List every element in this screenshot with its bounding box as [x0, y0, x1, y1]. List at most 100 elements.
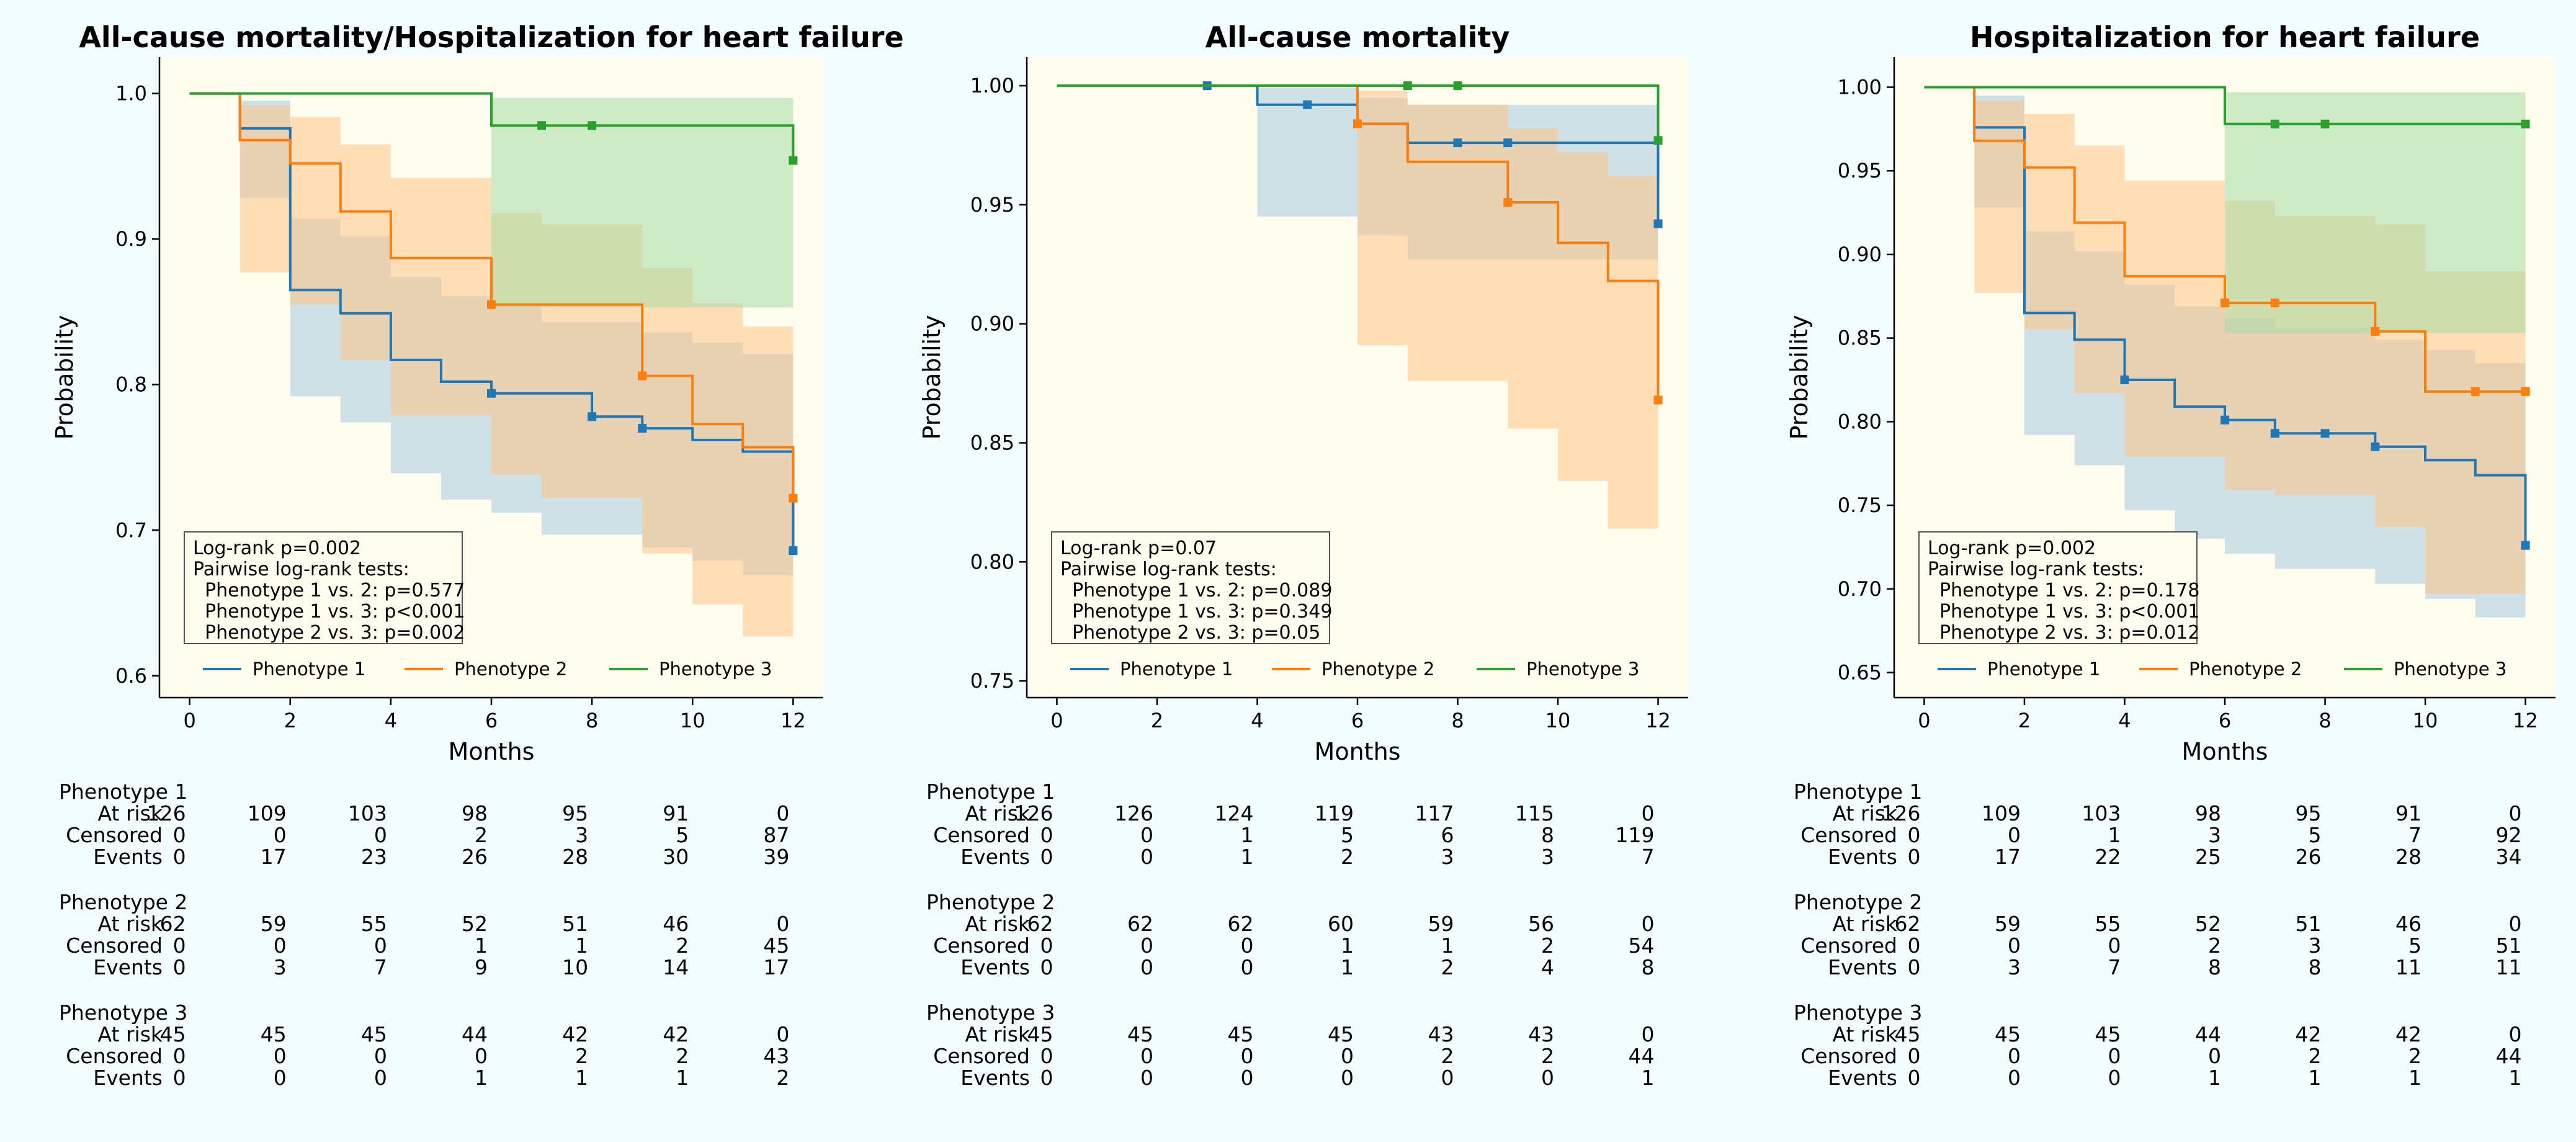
risk-table-cell: 0	[1040, 823, 1053, 847]
risk-table-cell: 0	[1642, 1022, 1655, 1046]
risk-table-cell: 42	[2395, 1022, 2422, 1046]
risk-table-cell: 0	[1040, 845, 1053, 869]
survival-line-3	[189, 92, 795, 161]
risk-table-cell: 42	[663, 1022, 689, 1046]
risk-table-cell: 54	[1629, 933, 1655, 958]
risk-table-cell: 2	[676, 1044, 689, 1068]
x-tick-label: 12	[2513, 709, 2538, 732]
stats-line: Phenotype 2 vs. 3: p=0.002	[193, 622, 465, 644]
x-axis-label: Months	[449, 738, 535, 765]
risk-table-cell: 11	[2496, 955, 2522, 979]
risk-table-cell: 1	[1341, 955, 1354, 979]
risk-table-row-label: Censored	[933, 823, 1030, 847]
risk-table-cell: 0	[1140, 1066, 1153, 1090]
risk-table-cell: 0	[1907, 1044, 1920, 1068]
y-tick-label: 0.80	[970, 550, 1014, 573]
risk-table-cell: 0	[776, 1022, 789, 1046]
risk-table-cell: 3	[2008, 955, 2021, 979]
risk-table-cell: 10	[562, 955, 588, 979]
censor-mark	[1503, 138, 1513, 148]
risk-table-row-label: Censored	[66, 1044, 163, 1068]
risk-table-cell: 8	[1541, 823, 1554, 847]
x-tick-label: 10	[680, 709, 705, 732]
censor-mark	[2320, 429, 2330, 438]
risk-table-cell: 0	[2108, 1066, 2121, 1090]
x-tick-label: 4	[2118, 709, 2131, 732]
risk-table-cell: 91	[663, 801, 689, 825]
legend-label: Phenotype 2	[454, 659, 567, 680]
x-tick-label: 6	[485, 709, 498, 732]
risk-table-group-name: Phenotype 1	[1794, 780, 1922, 804]
censor-mark	[2471, 387, 2480, 396]
risk-table-cell: 34	[2496, 845, 2522, 869]
risk-table-cell: 1	[1341, 933, 1354, 958]
censor-mark	[1653, 395, 1663, 405]
risk-table-cell: 45	[1328, 1022, 1354, 1046]
risk-table-cell: 109	[248, 801, 287, 825]
risk-table-cell: 2	[475, 823, 488, 847]
risk-table-cell: 28	[2395, 845, 2422, 869]
y-tick-label: 0.90	[1838, 243, 1882, 266]
risk-table-cell: 1	[575, 1066, 588, 1090]
risk-table-cell: 45	[261, 1022, 287, 1046]
risk-table-cell: 0	[173, 845, 186, 869]
risk-table-row-label: Events	[960, 955, 1030, 979]
censor-mark	[638, 371, 647, 380]
risk-table-cell: 45	[1995, 1022, 2021, 1046]
risk-table-cell: 0	[2509, 912, 2522, 936]
risk-table-cell: 52	[2195, 912, 2221, 936]
risk-table-cell: 0	[2108, 1044, 2121, 1068]
risk-table-group-name: Phenotype 3	[59, 1000, 187, 1025]
risk-table-row-label: Events	[93, 1066, 163, 1090]
risk-table-cell: 117	[1415, 801, 1454, 825]
risk-table-cell: 62	[1894, 912, 1920, 936]
ci-band-3	[189, 93, 794, 308]
x-tick-label: 2	[284, 709, 297, 732]
stats-line: Phenotype 2 vs. 3: p=0.05	[1060, 622, 1320, 644]
risk-table-row-label: At risk	[965, 912, 1031, 936]
risk-table-cell: 0	[2008, 1066, 2021, 1090]
risk-table-cell: 0	[274, 933, 287, 958]
stats-line: Pairwise log-rank tests:	[1060, 559, 1277, 580]
risk-table-cell: 43	[763, 1044, 789, 1068]
censor-mark	[789, 493, 798, 503]
risk-table-cell: 0	[2509, 801, 2522, 825]
risk-table-cell: 1	[2208, 1066, 2221, 1090]
risk-table-cell: 1	[2108, 823, 2121, 847]
risk-table-cell: 0	[1907, 933, 1920, 958]
legend-label: Phenotype 3	[1526, 659, 1639, 680]
risk-table-cell: 115	[1515, 801, 1554, 825]
censor-mark	[2220, 415, 2229, 425]
stats-line: Pairwise log-rank tests:	[193, 559, 409, 580]
risk-table-group-name: Phenotype 2	[59, 890, 187, 914]
risk-table-cell: 30	[663, 845, 689, 869]
risk-table-cell: 0	[1341, 1044, 1354, 1068]
risk-table-cell: 0	[1140, 823, 1153, 847]
risk-table-cell: 7	[2108, 955, 2121, 979]
risk-table-row-label: At risk	[1833, 912, 1898, 936]
ci-band-3	[1924, 87, 2526, 333]
risk-table-cell: 0	[1040, 1044, 1053, 1068]
risk-table-cell: 0	[1907, 955, 1920, 979]
risk-table-cell: 0	[1140, 933, 1153, 958]
y-tick-label: 0.75	[970, 669, 1014, 693]
censor-mark	[1353, 119, 1362, 128]
risk-table-cell: 17	[763, 955, 789, 979]
risk-table-cell: 0	[1240, 1044, 1253, 1068]
risk-table-cell: 1	[475, 1066, 488, 1090]
risk-table-cell: 6	[1441, 823, 1454, 847]
x-axis-label: Months	[2182, 738, 2268, 765]
risk-table-cell: 2	[1441, 1044, 1454, 1068]
risk-table-cell: 5	[2408, 933, 2422, 958]
censor-mark	[1403, 81, 1412, 91]
risk-table-cell: 0	[1140, 1044, 1153, 1068]
y-axis-label: Probability	[918, 315, 946, 440]
risk-table-cell: 0	[173, 1044, 186, 1068]
risk-table-cell: 1	[1642, 1066, 1655, 1090]
risk-table-cell: 0	[1140, 845, 1153, 869]
risk-table-cell: 126	[1114, 801, 1153, 825]
y-tick-label: 0.95	[970, 193, 1014, 217]
stats-line: Log-rank p=0.002	[193, 537, 361, 559]
legend-label: Phenotype 3	[2394, 659, 2507, 680]
risk-table-cell: 45	[1127, 1022, 1153, 1046]
